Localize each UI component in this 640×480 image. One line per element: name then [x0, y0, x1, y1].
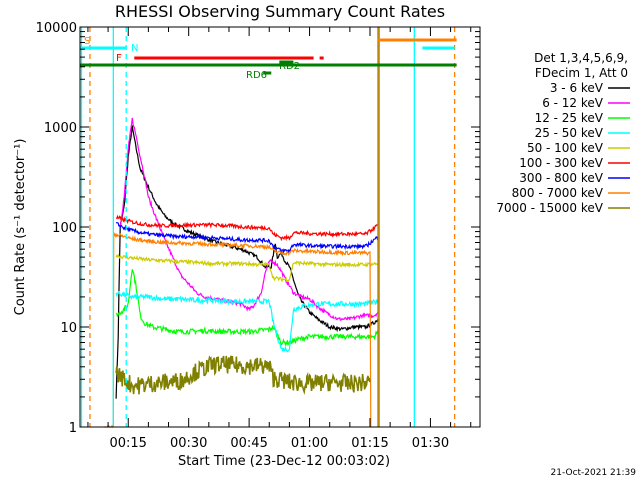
series-line-7000-15000-kev	[115, 355, 371, 395]
x-axis-ticks: 00:15 00:30 00:45 01:00 01:15 01:30	[87, 27, 472, 451]
x-tick-label: 01:00	[291, 436, 328, 451]
status-label-f: F	[116, 53, 122, 64]
y-tick-label: 10000	[36, 21, 77, 36]
legend-label-25-50-kev: 25 - 50 keV	[535, 126, 604, 140]
series-line-100-300-kev	[115, 214, 379, 242]
y-tick-label: 1	[69, 421, 77, 436]
legend-label-12-25-kev: 12 - 25 keV	[535, 111, 604, 125]
legend-label-300-800-kev: 300 - 800 keV	[519, 171, 603, 185]
x-axis-title: Start Time (23-Dec-12 00:03:02)	[178, 454, 390, 469]
y-axis-title: Count Rate (s⁻¹ detector⁻¹)	[13, 139, 28, 316]
series-line-300-800-kev	[115, 221, 379, 255]
x-tick-label: 01:30	[412, 436, 449, 451]
series-line-25-50-kev	[115, 290, 379, 353]
legend-label-100-300-kev: 100 - 300 keV	[519, 156, 603, 170]
y-tick-label: 100	[52, 221, 77, 236]
y-axis-ticks: 1 10 100 1000 10000	[36, 21, 480, 436]
legend-header-line-1: Det 1,3,4,5,6,9,	[534, 51, 628, 65]
legend-label-800-7000-kev: 800 - 7000 keV	[512, 186, 604, 200]
legend: Det 1,3,4,5,6,9, FDecim 1, Att 0 3 - 6 k…	[496, 51, 630, 215]
series-line-3-6-kev	[115, 125, 379, 399]
status-label-s: S	[84, 36, 90, 47]
series-line-50-100-kev	[115, 253, 379, 283]
legend-label-6-12-kev: 6 - 12 keV	[542, 96, 604, 110]
series-line-12-25-kev	[115, 269, 379, 347]
legend-header-line-2: FDecim 1, Att 0	[535, 66, 628, 80]
x-tick-label: 00:30	[170, 436, 207, 451]
chart-title: RHESSI Observing Summary Count Rates	[115, 2, 445, 21]
legend-label-50-100-kev: 50 - 100 keV	[527, 141, 604, 155]
y-tick-label: 1000	[44, 121, 77, 136]
legend-label-7000-15000-kev: 7000 - 15000 keV	[496, 201, 603, 215]
series-layer	[104, 117, 379, 429]
series-line-800-7000-kev	[104, 232, 372, 429]
y-tick-label: 10	[60, 321, 77, 336]
x-tick-label: 01:15	[351, 436, 388, 451]
status-label-n: N	[131, 43, 138, 54]
x-tick-label: 00:15	[109, 436, 146, 451]
footer-timestamp: 21-Oct-2021 21:39	[551, 468, 637, 478]
status-bar-layer: SNFRD2RD6	[80, 36, 457, 81]
legend-label-3-6-kev: 3 - 6 keV	[550, 81, 604, 95]
status-label-rd6: RD6	[246, 70, 267, 81]
x-tick-label: 00:45	[230, 436, 267, 451]
